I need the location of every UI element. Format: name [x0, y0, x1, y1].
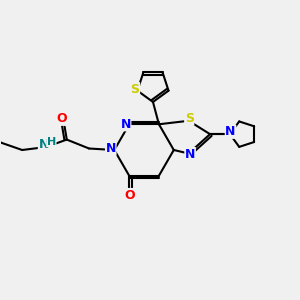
Text: N: N	[120, 118, 131, 131]
Text: N: N	[106, 142, 116, 155]
Text: S: S	[130, 83, 140, 96]
Text: S: S	[185, 112, 194, 125]
Text: N: N	[38, 138, 49, 151]
Text: O: O	[56, 112, 67, 125]
Text: O: O	[124, 189, 135, 202]
Text: N: N	[225, 125, 236, 138]
Text: N: N	[185, 148, 195, 160]
Text: H: H	[47, 137, 56, 147]
